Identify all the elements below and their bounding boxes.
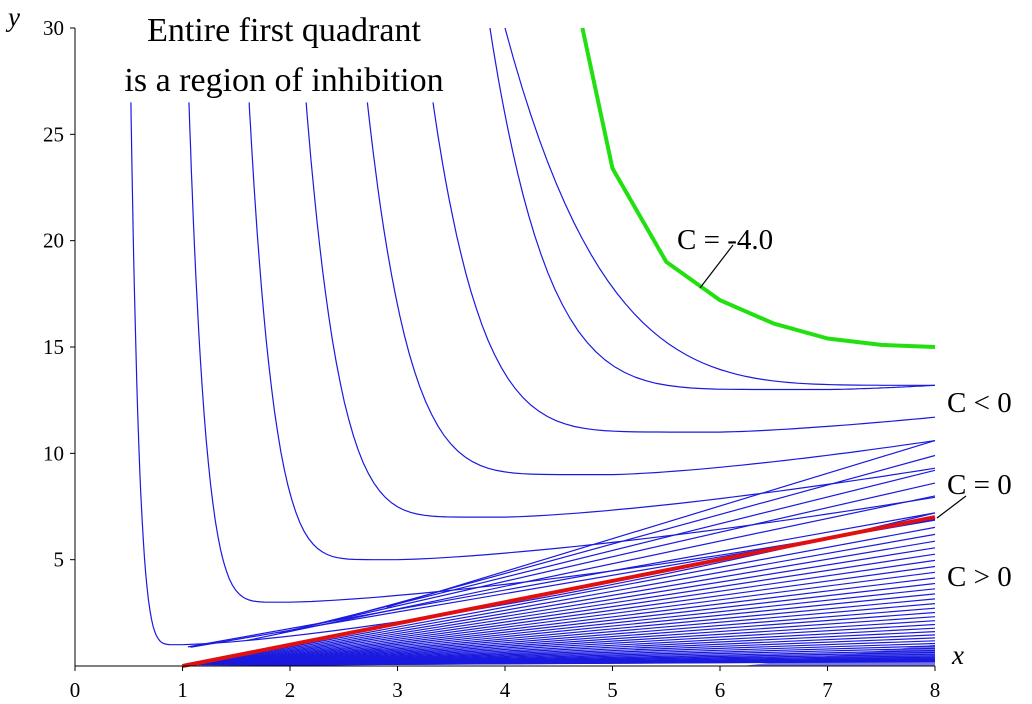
positive-c-curve bbox=[200, 547, 936, 666]
y-tick-label: 5 bbox=[54, 548, 65, 572]
y-tick-label: 10 bbox=[43, 441, 64, 465]
positive-c-curve bbox=[216, 582, 936, 666]
positive-c-curve bbox=[219, 588, 936, 666]
x-tick-label: 4 bbox=[500, 678, 511, 702]
highlighted-curves bbox=[182, 27, 936, 668]
positive-c-curve bbox=[214, 577, 936, 666]
x-tick-label: 0 bbox=[70, 678, 81, 702]
series-line bbox=[182, 515, 936, 668]
x-tick-label: 5 bbox=[607, 678, 618, 702]
annotation-c-eq-0: C = 0 bbox=[947, 469, 1012, 501]
x-tick-label: 7 bbox=[822, 678, 833, 702]
negative-c-curve bbox=[311, 469, 936, 626]
negative-c-curve bbox=[366, 102, 936, 476]
negative-c-curve bbox=[130, 102, 936, 646]
positive-c-curve bbox=[206, 559, 936, 666]
annotation-c-gt-0: C > 0 bbox=[947, 561, 1012, 593]
positive-c-curve bbox=[211, 571, 936, 666]
y-tick-label: 15 bbox=[43, 335, 64, 359]
positive-c-curve bbox=[192, 526, 936, 666]
annotation-c-neg4: C = -4.0 bbox=[677, 224, 773, 256]
positive-c-curve bbox=[198, 540, 936, 666]
y-tick-label: 20 bbox=[43, 229, 64, 253]
annotation-c-lt-0: C < 0 bbox=[947, 387, 1012, 419]
positive-c-curve bbox=[232, 611, 936, 666]
positive-c-curve bbox=[245, 631, 936, 666]
negative-c-curve bbox=[386, 440, 936, 608]
x-tick-label: 6 bbox=[715, 678, 726, 702]
dense-curve-band bbox=[741, 644, 935, 666]
positive-c-curve bbox=[187, 512, 936, 648]
positive-c-curve bbox=[208, 565, 936, 666]
title-line-2: is a region of inhibition bbox=[124, 62, 443, 99]
negative-c-curve bbox=[432, 102, 936, 433]
series-line bbox=[580, 27, 936, 349]
positive-c-curve bbox=[203, 553, 936, 666]
negative-c-curve bbox=[489, 27, 936, 391]
positive-c-curve bbox=[224, 598, 936, 666]
annotation-leader-c-0 bbox=[936, 495, 967, 519]
positive-c-curve bbox=[234, 616, 936, 666]
curve-family bbox=[130, 27, 936, 666]
positive-c-curve bbox=[242, 627, 936, 666]
x-tick-label: 8 bbox=[930, 678, 941, 702]
negative-c-curve bbox=[279, 482, 936, 634]
positive-c-curve bbox=[227, 603, 936, 666]
y-axis-label: y bbox=[5, 2, 20, 32]
axis-ticks: 0 1 2 3 4 5 6 7 8 5 10 15 20 25 30 bbox=[43, 16, 940, 702]
x-tick-label: 2 bbox=[285, 678, 296, 702]
negative-c-curve bbox=[246, 495, 936, 642]
negative-c-curve bbox=[504, 27, 935, 386]
positive-c-curve bbox=[221, 593, 936, 666]
y-tick-label: 25 bbox=[43, 122, 64, 146]
x-axis-label: x bbox=[951, 640, 964, 670]
x-tick-label: 3 bbox=[392, 678, 403, 702]
annotation-leader-c-neg4 bbox=[699, 244, 734, 289]
title-line-1: Entire first quadrant bbox=[147, 12, 421, 49]
negative-c-curve bbox=[305, 102, 936, 518]
positive-c-curve bbox=[240, 623, 936, 666]
negative-c-curve bbox=[188, 102, 936, 603]
positive-c-curve bbox=[237, 620, 936, 666]
negative-c-curve bbox=[248, 102, 936, 561]
x-tick-label: 1 bbox=[177, 678, 188, 702]
y-tick-label: 30 bbox=[43, 16, 64, 40]
positive-c-curve bbox=[195, 533, 936, 666]
positive-c-curve bbox=[229, 607, 936, 666]
